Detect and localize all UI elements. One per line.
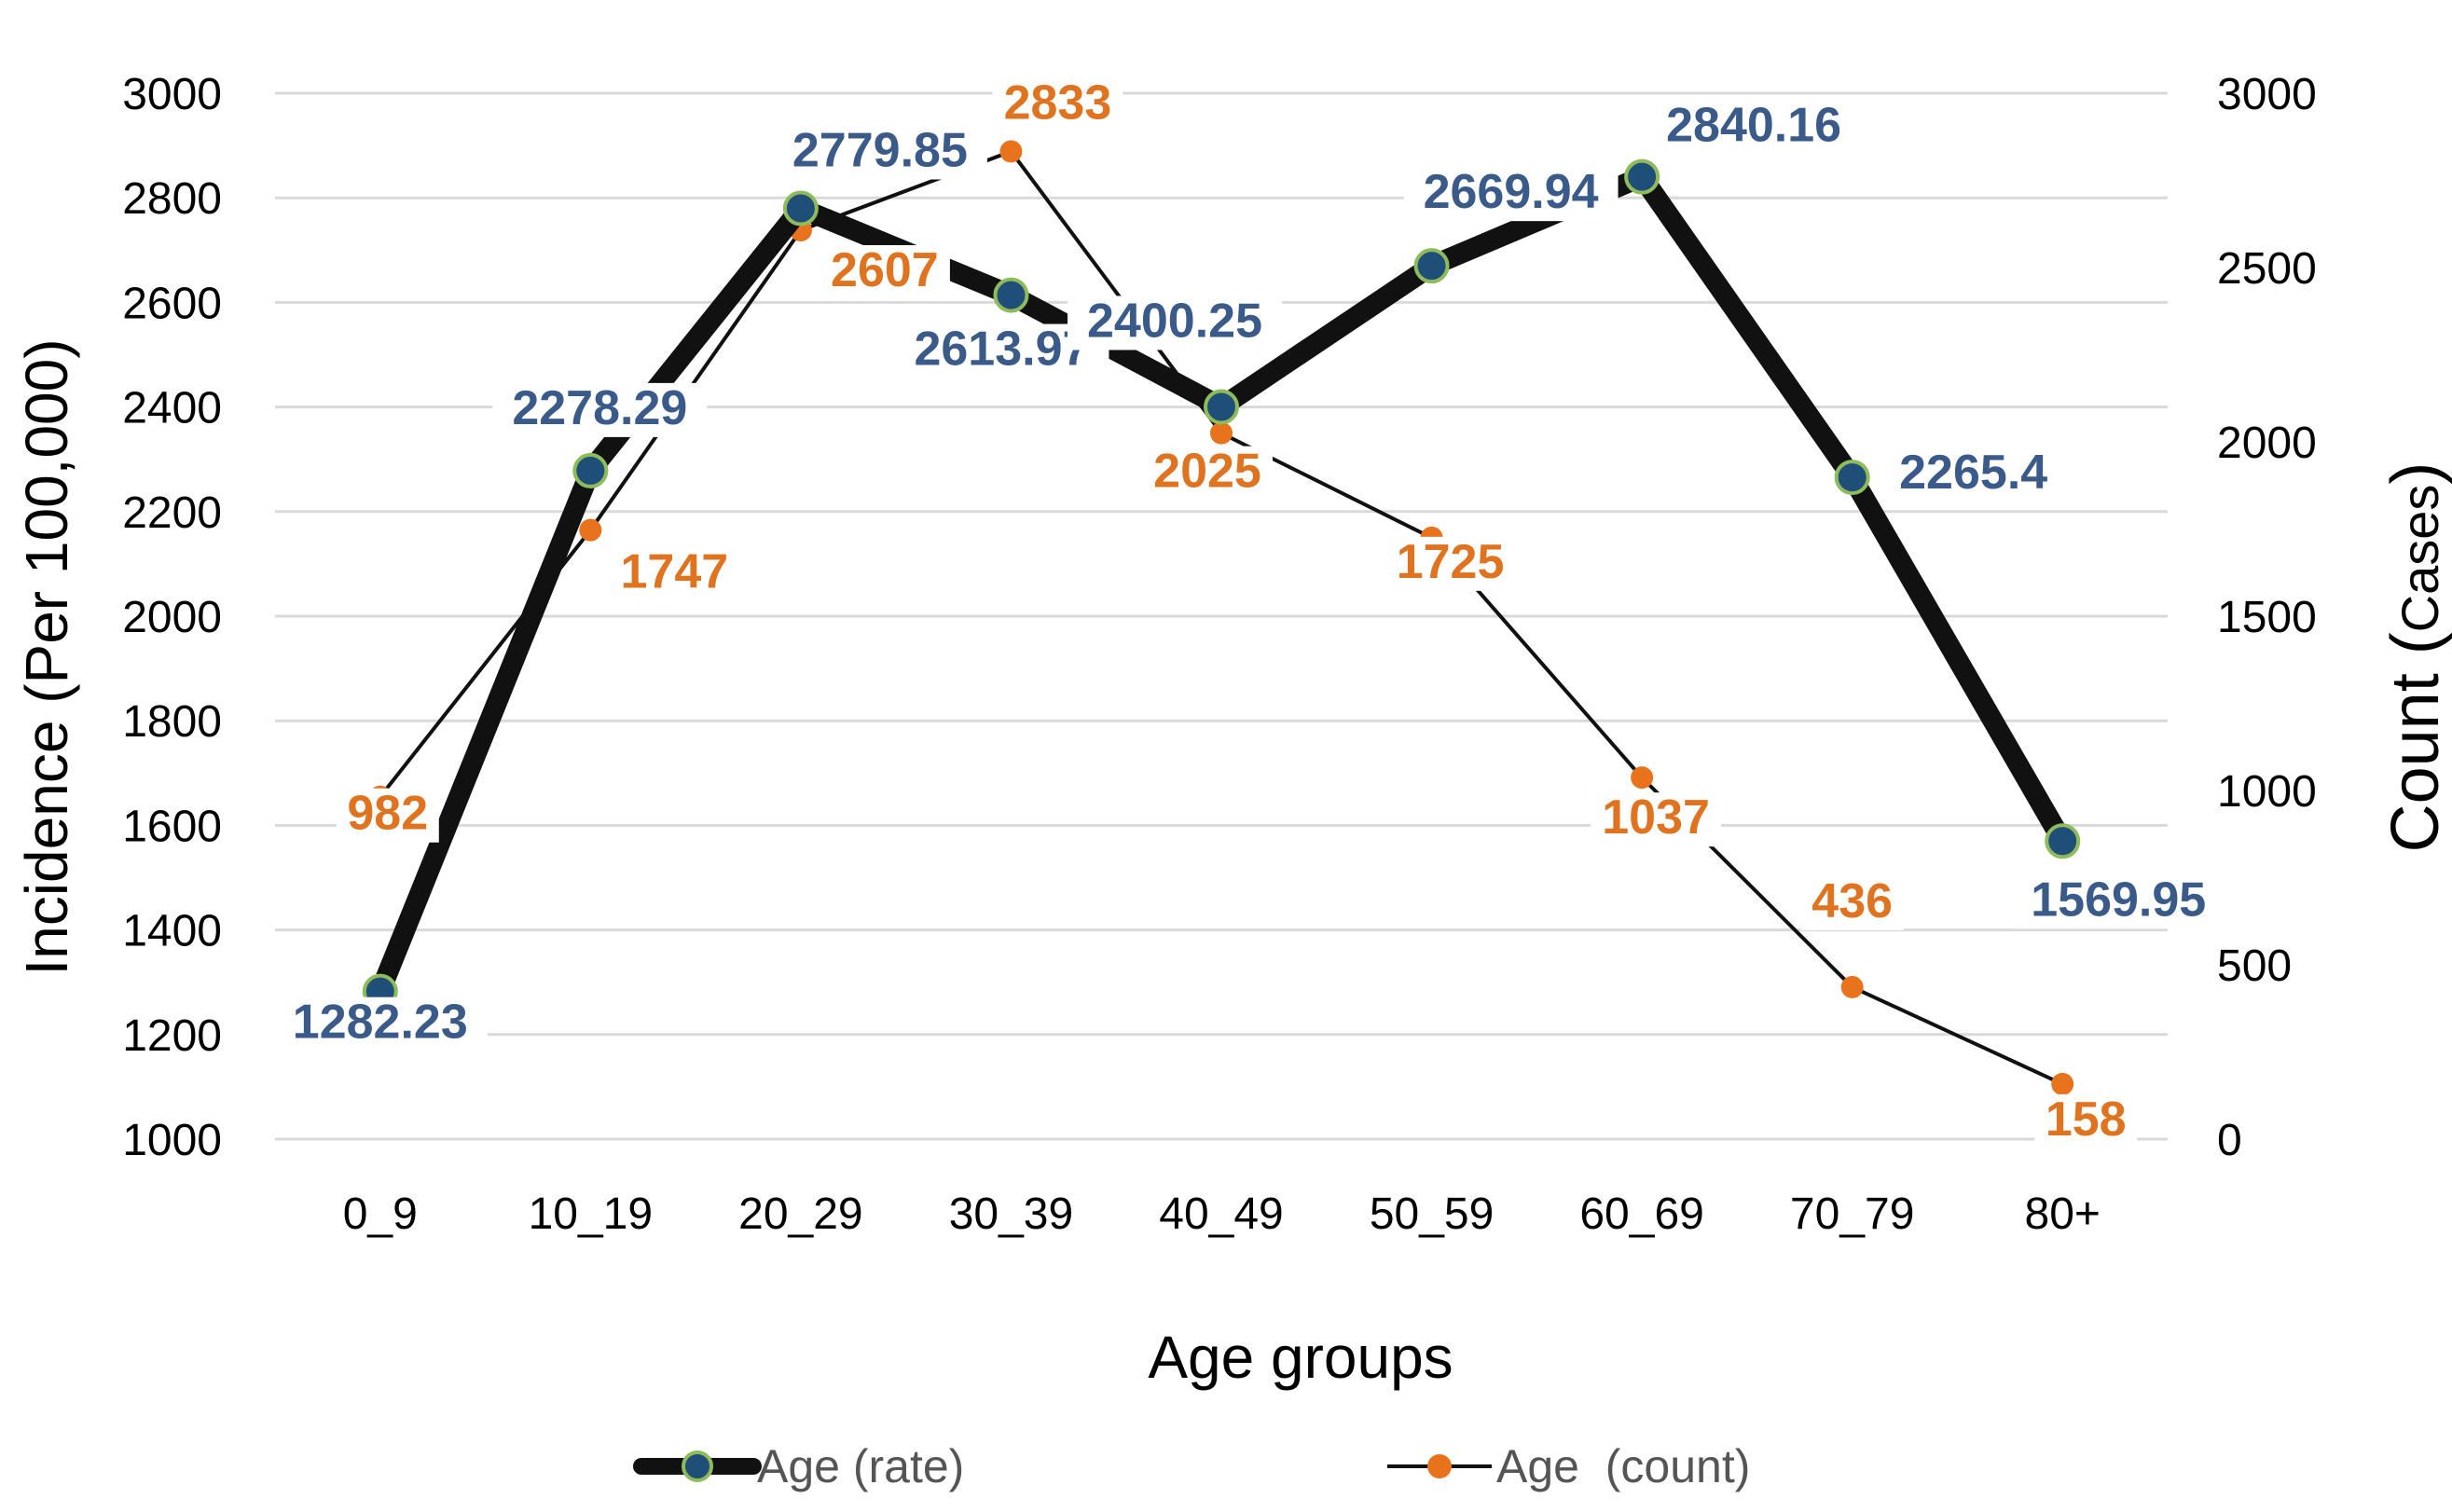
rate-point <box>2045 823 2081 859</box>
x-tick-label: 60_69 <box>1579 1189 1703 1239</box>
y-axis-title-right-main: Count ( <box>2378 632 2452 852</box>
right-axis-ticks: 0 500 1000 1500 2000 2500 3000 <box>2217 70 2317 1165</box>
rate-data-label-bg <box>772 125 987 180</box>
rate-point <box>1834 460 1870 496</box>
count-point <box>1631 766 1654 790</box>
rate-data-label-bg <box>1403 167 1619 222</box>
x-tick-label: 0_9 <box>343 1189 418 1239</box>
rate-data-label: 2779.85 <box>792 124 968 178</box>
rate-data-label-bg <box>1880 447 2067 502</box>
rate-point <box>1204 389 1239 425</box>
x-axis-title: Age groups <box>1148 1324 1453 1391</box>
rate-data-label: 2278.29 <box>512 381 687 435</box>
rate-data-label-bg <box>2011 874 2226 929</box>
x-tick-label: 80+ <box>2025 1189 2101 1239</box>
count-point <box>2051 1072 2074 1095</box>
rate-data-label: 2840.16 <box>1666 99 1841 153</box>
y-axis-title-left: Incidence (Per 100,000) <box>13 338 80 975</box>
rate-data-label-bg <box>1646 100 1862 155</box>
rate-point <box>993 277 1029 313</box>
y-tick-left: 2600 <box>122 279 222 328</box>
y-tick-right: 3000 <box>2217 70 2317 119</box>
count-data-label-bg <box>1384 536 1516 591</box>
y-axis-title-right: Count (Cases) <box>2378 462 2452 853</box>
x-tick-label: 20_29 <box>738 1189 862 1239</box>
x-tick-label: 10_19 <box>529 1189 653 1239</box>
y-tick-left: 2000 <box>122 593 222 642</box>
count-point <box>1210 421 1233 445</box>
count-data-label: 158 <box>2046 1093 2127 1147</box>
x-tick-label: 40_49 <box>1159 1189 1283 1239</box>
count-point <box>1840 975 1864 998</box>
legend-rate-label: Age (rate) <box>757 1440 964 1492</box>
count-data-label-bg <box>609 546 740 601</box>
count-data-label: 2607 <box>831 243 939 297</box>
y-tick-left: 1000 <box>122 1116 222 1165</box>
legend-count-marker <box>1427 1454 1452 1478</box>
count-data-label-bg <box>819 244 950 299</box>
y-tick-left: 2400 <box>122 384 222 433</box>
x-tick-label: 50_59 <box>1370 1189 1494 1239</box>
rate-point <box>572 452 609 488</box>
rate-point <box>782 190 819 227</box>
legend-item-rate[interactable]: Age (rate) <box>633 1440 964 1492</box>
legend: Age (rate) Age (count) <box>633 1440 1750 1492</box>
count-data-label: 2025 <box>1153 445 1261 499</box>
count-data-label-bg <box>1142 446 1273 501</box>
rate-data-label: 2400.25 <box>1087 294 1262 348</box>
left-axis-ticks: 1000 1200 1400 1600 1800 2000 2200 2400 2600 2800… <box>122 70 222 1165</box>
rate-data-label: 2613.97 <box>914 323 1089 377</box>
rate-data-label: 2265.4 <box>1899 446 2047 500</box>
rate-data-label-bg <box>492 382 708 437</box>
y-tick-right: 2000 <box>2217 419 2317 468</box>
rate-data-label: 2669.94 <box>1424 165 1599 219</box>
y-tick-left: 1200 <box>122 1011 222 1061</box>
x-axis-ticks: 0_9 10_19 20_29 30_39 40_49 50_59 60_69 70_79 80… <box>343 1189 2101 1239</box>
legend-item-count[interactable]: Age (count) <box>1387 1440 1750 1492</box>
x-tick-label: 30_39 <box>949 1189 1073 1239</box>
y-axis-title-right-close: ) <box>2378 462 2452 485</box>
rate-data-label: 1569.95 <box>2031 873 2206 927</box>
count-data-label: 1747 <box>620 545 728 599</box>
y-tick-right: 1500 <box>2217 593 2317 642</box>
rate-point <box>1624 158 1660 195</box>
count-data-label-bg <box>336 788 439 843</box>
y-tick-left: 2200 <box>122 488 222 538</box>
y-axis-title-right-unit: Cases <box>2390 485 2449 633</box>
count-data-label: 1037 <box>1602 790 1710 845</box>
y-tick-left: 1800 <box>122 697 222 747</box>
y-tick-right: 1000 <box>2217 767 2317 817</box>
count-data-label-bg <box>1800 875 1904 930</box>
count-data-label: 982 <box>347 787 428 841</box>
rate-data-label-bg <box>1068 296 1282 351</box>
legend-count-label: Age (count) <box>1496 1440 1750 1492</box>
count-point <box>579 518 602 542</box>
data-labels: 982 1747 2607 2833 2025 1725 1037 436 158 1282.23… <box>272 76 2226 1148</box>
y-tick-left: 2800 <box>122 174 222 224</box>
count-data-label: 1725 <box>1397 535 1505 589</box>
y-tick-left: 3000 <box>122 70 222 119</box>
rate-data-label-bg <box>272 997 488 1052</box>
y-tick-left: 1400 <box>122 907 222 956</box>
y-tick-right: 0 <box>2217 1116 2242 1165</box>
legend-rate-marker <box>682 1450 713 1482</box>
rate-data-label: 1282.23 <box>293 996 468 1050</box>
y-tick-right: 2500 <box>2217 244 2317 294</box>
count-data-label-bg <box>2034 1093 2138 1148</box>
count-data-label: 2833 <box>1004 76 1112 130</box>
rate-point <box>1413 248 1450 284</box>
y-tick-left: 1600 <box>122 802 222 851</box>
x-tick-label: 70_79 <box>1790 1189 1914 1239</box>
count-data-label: 436 <box>1811 874 1893 928</box>
y-tick-right: 500 <box>2217 942 2292 991</box>
count-data-label-bg <box>1591 792 1722 847</box>
count-data-label-bg <box>992 77 1123 132</box>
count-point <box>999 140 1023 163</box>
